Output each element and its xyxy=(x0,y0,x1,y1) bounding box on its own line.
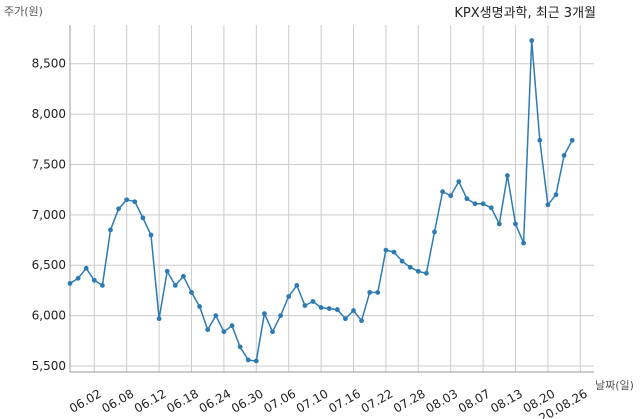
axes xyxy=(69,25,594,373)
data-point xyxy=(505,173,510,178)
data-point xyxy=(221,329,227,335)
data-point xyxy=(513,221,518,227)
x-axis-title: 날짜(일) xyxy=(595,378,634,392)
x-tick-label: 07.16 xyxy=(326,386,363,415)
data-point xyxy=(432,229,437,235)
data-point xyxy=(480,201,486,207)
data-point xyxy=(310,299,316,304)
data-point xyxy=(253,358,259,364)
x-tick-label: 06.18 xyxy=(164,386,201,415)
x-tick-label: 06.08 xyxy=(99,386,136,415)
data-point xyxy=(456,179,462,184)
price-series-points xyxy=(67,38,575,364)
data-point xyxy=(407,264,413,270)
x-tick-label: 07.28 xyxy=(391,386,428,415)
data-point xyxy=(326,306,332,311)
x-tick-label: 06.02 xyxy=(67,386,104,415)
data-point xyxy=(189,290,194,295)
y-tick-label: 5,500 xyxy=(32,359,66,373)
data-point xyxy=(262,311,267,316)
data-point xyxy=(116,206,121,212)
data-point xyxy=(270,329,275,335)
y-tick-label: 8,500 xyxy=(32,57,66,71)
data-point xyxy=(213,313,219,319)
data-point xyxy=(351,308,356,313)
data-point xyxy=(391,249,397,255)
data-point xyxy=(334,307,340,312)
y-tick-label: 7,000 xyxy=(32,208,66,222)
y-tick-label: 7,500 xyxy=(32,157,66,171)
x-tick-label: 08.03 xyxy=(423,386,460,415)
data-point xyxy=(496,221,502,227)
data-point xyxy=(472,201,478,207)
data-point xyxy=(286,294,292,299)
data-point xyxy=(561,152,567,158)
data-point xyxy=(278,313,283,319)
y-tick-label: 6,000 xyxy=(32,309,66,323)
data-point xyxy=(375,290,381,295)
data-point xyxy=(245,357,251,363)
data-point xyxy=(100,282,105,288)
chart-title: KPX생명과학, 최근 3개월 xyxy=(454,6,596,21)
x-tick-label: 06.12 xyxy=(132,386,169,415)
data-point xyxy=(302,303,308,308)
data-point xyxy=(399,258,405,264)
y-tick-label: 8,000 xyxy=(32,107,66,121)
data-point xyxy=(237,344,243,350)
data-point xyxy=(537,137,543,143)
data-point xyxy=(83,265,89,271)
data-point xyxy=(205,327,211,333)
data-point xyxy=(197,304,203,309)
x-tick-label: 08.13 xyxy=(488,386,525,415)
data-point xyxy=(318,305,324,310)
data-point xyxy=(448,193,454,199)
x-tick-label: 08.07 xyxy=(456,386,493,415)
data-point xyxy=(383,247,389,253)
x-tick-labels: 06.0206.0806.1206.1806.2406.3007.0607.10… xyxy=(67,386,590,419)
x-tick-label: 06.24 xyxy=(197,386,234,415)
data-point xyxy=(529,38,535,43)
data-point xyxy=(108,227,113,233)
y-tick-labels: 5,500 6,000 6,500 7,000 7,500 8,000 8,500 xyxy=(32,57,66,373)
data-point xyxy=(415,268,421,274)
data-point xyxy=(67,280,73,286)
data-point xyxy=(140,215,146,221)
data-point xyxy=(367,290,373,295)
data-point xyxy=(424,270,429,276)
data-point xyxy=(521,240,526,246)
data-point xyxy=(569,137,575,143)
data-point xyxy=(343,316,348,322)
x-tick-label: 07.06 xyxy=(261,386,298,415)
data-point xyxy=(181,273,186,279)
data-point xyxy=(294,282,300,288)
grid-lines xyxy=(70,25,594,372)
data-point xyxy=(545,202,551,208)
y-axis-title: 주가(원) xyxy=(4,5,43,18)
x-tick-label: 07.22 xyxy=(359,386,396,415)
data-point xyxy=(464,196,470,202)
data-point xyxy=(488,205,494,211)
data-point xyxy=(124,197,130,203)
x-tick-label: 06.30 xyxy=(229,386,266,415)
data-point xyxy=(359,318,364,324)
data-point xyxy=(156,316,162,322)
data-point xyxy=(75,275,81,281)
data-point xyxy=(164,268,170,274)
data-point xyxy=(229,323,235,329)
data-point xyxy=(440,189,445,195)
data-point xyxy=(553,192,559,198)
x-tick-label: 07.10 xyxy=(294,386,331,415)
data-point xyxy=(132,199,138,205)
data-point xyxy=(172,282,178,288)
data-point xyxy=(148,232,154,238)
y-tick-label: 6,500 xyxy=(32,258,66,272)
data-point xyxy=(91,277,97,283)
